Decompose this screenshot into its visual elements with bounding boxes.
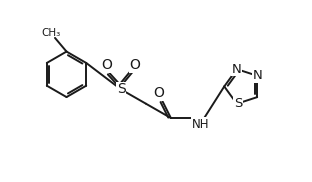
Text: O: O — [153, 86, 164, 100]
Text: N: N — [232, 63, 242, 76]
Text: CH₃: CH₃ — [42, 28, 61, 38]
Text: O: O — [101, 58, 112, 72]
Text: S: S — [234, 97, 242, 110]
Text: N: N — [252, 69, 262, 82]
Text: S: S — [117, 82, 125, 96]
Text: O: O — [129, 58, 140, 72]
Text: NH: NH — [192, 118, 209, 130]
